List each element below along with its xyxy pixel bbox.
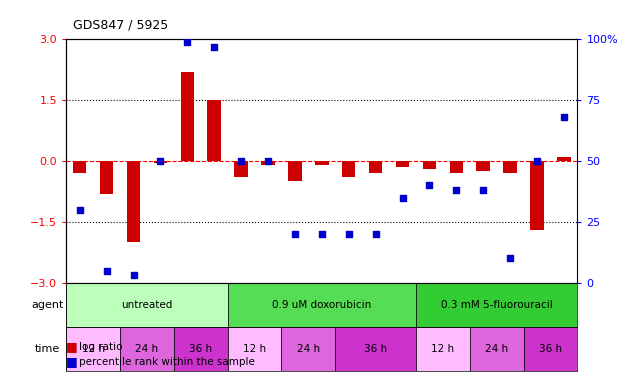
Bar	[228, 283, 416, 327]
Point	[290, 231, 300, 237]
Point	[425, 182, 435, 188]
Point	[370, 231, 380, 237]
Bar	[261, 161, 274, 165]
Bar	[315, 161, 329, 165]
Point	[451, 187, 461, 193]
Text: time: time	[35, 344, 60, 354]
Bar	[174, 327, 228, 371]
Bar	[396, 161, 410, 167]
Bar	[234, 161, 248, 177]
Bar	[127, 161, 140, 242]
Text: untreated: untreated	[121, 300, 173, 310]
Bar	[335, 327, 416, 371]
Point	[263, 158, 273, 164]
Text: 12 h: 12 h	[81, 344, 105, 354]
Bar	[66, 283, 228, 327]
Bar	[423, 161, 436, 169]
Bar	[342, 161, 355, 177]
Bar	[530, 161, 544, 230]
Bar	[469, 327, 524, 371]
Bar	[369, 161, 382, 173]
Text: ■: ■	[66, 356, 78, 368]
Text: 36 h: 36 h	[539, 344, 562, 354]
Bar	[476, 161, 490, 171]
Bar	[228, 327, 281, 371]
Point	[236, 158, 246, 164]
Text: GDS847 / 5925: GDS847 / 5925	[73, 19, 168, 32]
Text: 24 h: 24 h	[485, 344, 508, 354]
Point	[344, 231, 354, 237]
Point	[505, 255, 515, 261]
Bar	[73, 161, 86, 173]
Bar	[180, 72, 194, 161]
Text: 0.3 mM 5-fluorouracil: 0.3 mM 5-fluorouracil	[441, 300, 553, 310]
Point	[532, 158, 542, 164]
Text: 12 h: 12 h	[432, 344, 454, 354]
Text: 12 h: 12 h	[243, 344, 266, 354]
Bar	[288, 161, 302, 182]
Bar	[100, 161, 114, 194]
Point	[155, 158, 165, 164]
Point	[74, 207, 85, 213]
Text: 36 h: 36 h	[189, 344, 212, 354]
Bar	[66, 327, 120, 371]
Text: 0.9 uM doxorubicin: 0.9 uM doxorubicin	[272, 300, 372, 310]
Bar	[281, 327, 335, 371]
Text: log ratio: log ratio	[79, 342, 122, 352]
Bar	[154, 161, 167, 163]
Text: 24 h: 24 h	[136, 344, 158, 354]
Point	[398, 195, 408, 201]
Bar	[504, 161, 517, 173]
Text: ■: ■	[66, 340, 78, 353]
Text: percentile rank within the sample: percentile rank within the sample	[79, 357, 255, 367]
Bar	[557, 157, 570, 161]
Point	[209, 44, 219, 50]
Point	[478, 187, 488, 193]
Point	[102, 268, 112, 274]
Bar	[120, 327, 174, 371]
Text: 24 h: 24 h	[297, 344, 320, 354]
Text: 36 h: 36 h	[364, 344, 387, 354]
Bar	[208, 100, 221, 161]
Bar	[416, 327, 469, 371]
Point	[182, 39, 192, 45]
Bar	[416, 283, 577, 327]
Bar	[524, 327, 577, 371]
Point	[129, 273, 139, 279]
Point	[559, 114, 569, 120]
Point	[317, 231, 327, 237]
Text: agent: agent	[32, 300, 64, 310]
Bar	[449, 161, 463, 173]
